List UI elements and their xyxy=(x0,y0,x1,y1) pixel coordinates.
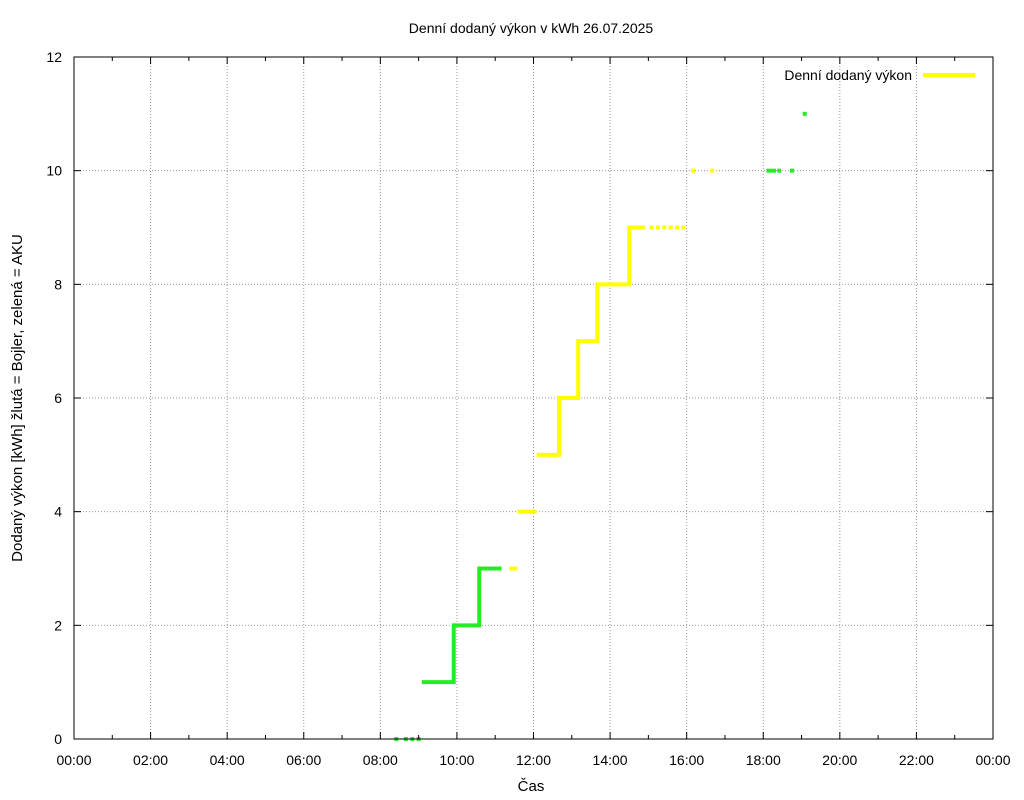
series-point xyxy=(662,225,667,230)
x-tick-label: 18:00 xyxy=(746,752,781,768)
legend-label: Denní dodaný výkon xyxy=(784,67,912,83)
y-tick-label: 2 xyxy=(54,617,62,633)
x-tick-label: 22:00 xyxy=(899,752,934,768)
x-tick-label: 20:00 xyxy=(822,752,857,768)
x-tick-label: 08:00 xyxy=(363,752,398,768)
series-point xyxy=(681,225,686,230)
series-point xyxy=(675,225,680,230)
y-tick-label: 12 xyxy=(46,49,62,65)
y-axis-label: Dodaný výkon [kWh] žlutá = Bojler, zelen… xyxy=(9,234,26,562)
series-layer xyxy=(394,111,807,741)
y-tick-label: 10 xyxy=(46,163,62,179)
x-tick-label: 16:00 xyxy=(669,752,704,768)
x-tick-label: 02:00 xyxy=(133,752,168,768)
y-tick-label: 0 xyxy=(54,731,62,747)
x-axis-label: Čas xyxy=(518,778,545,795)
y-tick-label: 6 xyxy=(54,390,62,406)
series-point xyxy=(509,566,514,571)
series-point xyxy=(691,168,696,173)
y-tick-label: 4 xyxy=(54,504,62,520)
x-tick-label: 10:00 xyxy=(439,752,474,768)
series-0 xyxy=(509,168,715,571)
x-tick-label: 14:00 xyxy=(593,752,628,768)
series-point xyxy=(655,225,660,230)
series-point xyxy=(649,225,654,230)
y-tick-label: 8 xyxy=(54,276,62,292)
grid xyxy=(74,57,993,739)
x-tick-label: 00:00 xyxy=(975,752,1010,768)
series-point xyxy=(802,111,807,116)
series-point xyxy=(777,168,782,173)
series-point xyxy=(668,225,673,230)
series-point xyxy=(789,168,794,173)
x-tick-label: 06:00 xyxy=(286,752,321,768)
legend: Denní dodaný výkon xyxy=(784,67,975,83)
ticks: 00:00 02:00 04:00 06:00 08:00 10:00 12:00 14:00… xyxy=(46,49,1010,768)
series-1 xyxy=(394,111,807,741)
chart-title: Denní dodaný výkon v kWh 26.07.2025 xyxy=(409,20,654,36)
x-tick-label: 12:00 xyxy=(516,752,551,768)
series-point xyxy=(710,168,715,173)
x-tick-label: 00:00 xyxy=(56,752,91,768)
x-tick-label: 04:00 xyxy=(210,752,245,768)
